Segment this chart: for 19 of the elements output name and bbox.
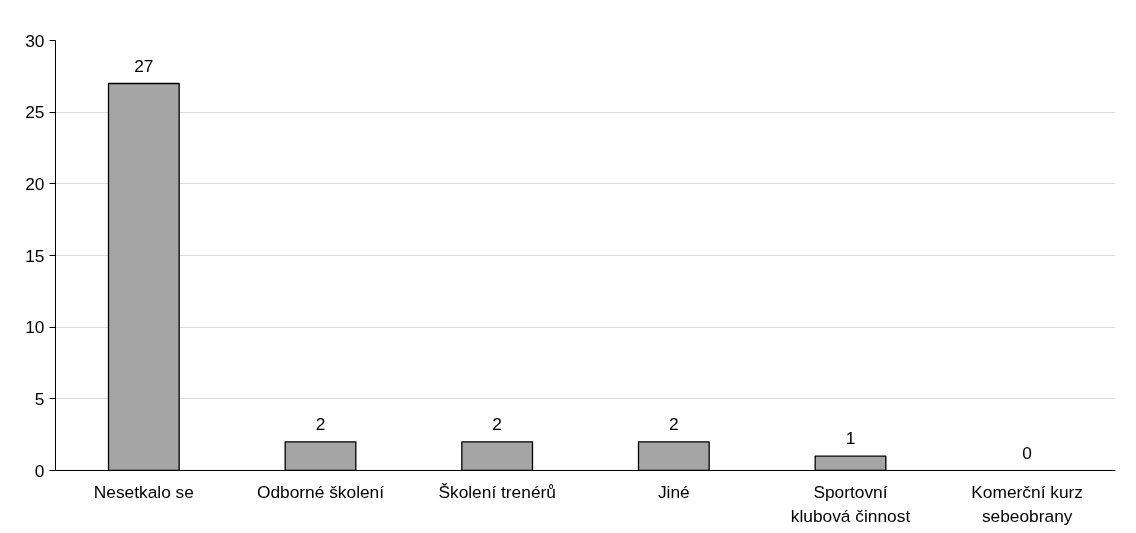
- data-label: 2: [315, 413, 326, 434]
- y-tick-label: 0: [34, 460, 45, 481]
- y-tick-label: 15: [25, 245, 45, 266]
- x-tick-label: Jiné: [657, 481, 690, 502]
- data-label: 0: [1022, 442, 1032, 463]
- y-tick-label: 10: [25, 317, 45, 338]
- x-tick-label: Komerční kurz sebeobrany: [971, 481, 1084, 526]
- data-label: 2: [669, 413, 679, 434]
- data-label: 27: [134, 55, 154, 76]
- x-tick-label: Sportovní klubová činnost: [790, 481, 911, 526]
- y-tick-label: 5: [34, 388, 45, 409]
- data-label: 2: [492, 413, 502, 434]
- x-tick-label: Nesetkalo se: [93, 481, 194, 502]
- x-tick-label: Školení trenérů: [438, 481, 556, 502]
- y-tick-label: 30: [25, 30, 45, 51]
- data-label: 1: [845, 428, 856, 449]
- x-tick-label: Odborné školení: [256, 481, 385, 502]
- y-tick-label: 20: [25, 173, 45, 194]
- y-tick-label: 25: [25, 102, 45, 123]
